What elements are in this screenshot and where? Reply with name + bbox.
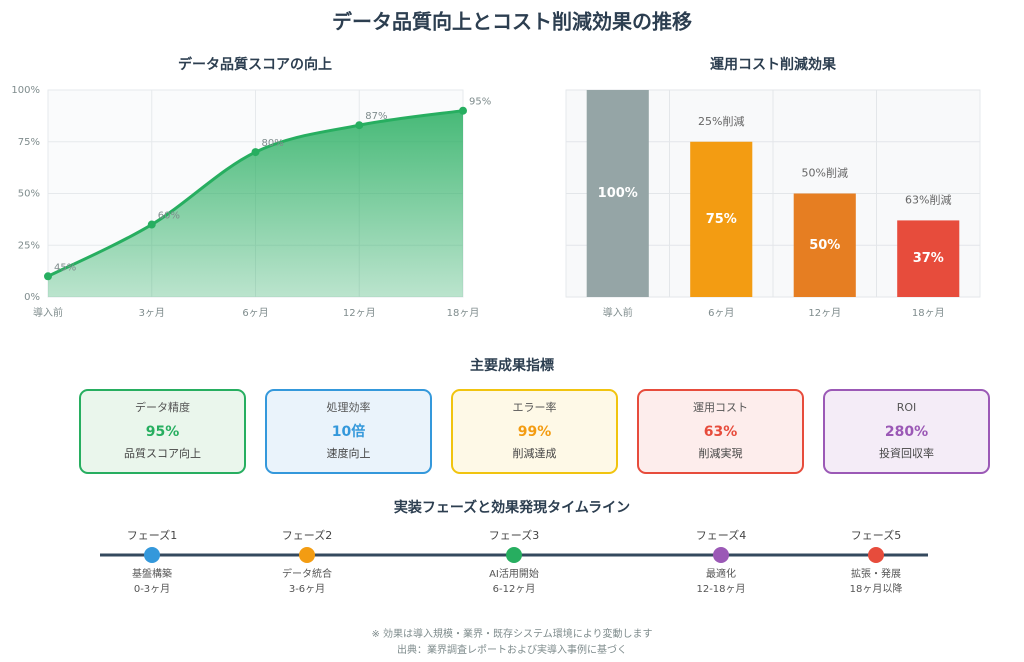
kpi-note: 品質スコア向上 xyxy=(124,446,201,460)
x-tick-label: 18ヶ月 xyxy=(447,307,480,319)
chart-title: データ品質スコアの向上 xyxy=(178,56,332,73)
bar xyxy=(586,90,649,297)
phase-marker xyxy=(868,547,884,563)
kpi-label: 処理効率 xyxy=(327,400,371,414)
bar-annotation: 25%削減 xyxy=(698,114,744,128)
point-annotation: 60% xyxy=(158,211,180,222)
chart-title: 運用コスト削減効果 xyxy=(710,56,837,73)
page-title: データ品質向上とコスト削減効果の推移 xyxy=(332,10,692,34)
bar-value-label: 50% xyxy=(809,238,840,253)
bar xyxy=(793,193,856,297)
x-tick-label: 18ヶ月 xyxy=(912,307,945,319)
phase-label: 基盤構築 xyxy=(132,567,172,580)
footer-note: 出典：業界調査レポートおよび実導入事例に基づく xyxy=(397,643,627,656)
kpi-card xyxy=(265,389,432,474)
phase-marker xyxy=(506,547,522,563)
bar-value-label: 100% xyxy=(598,186,638,201)
phase-name: フェーズ2 xyxy=(282,528,332,542)
y-tick-label: 75% xyxy=(18,137,40,148)
point xyxy=(44,272,52,281)
x-tick-label: 導入前 xyxy=(33,306,63,319)
point-annotation: 87% xyxy=(365,111,387,122)
x-tick-label: 3ヶ月 xyxy=(139,307,165,319)
phase-label: 最適化 xyxy=(706,567,736,580)
kpi-label: ROI xyxy=(897,401,917,414)
y-tick-label: 0% xyxy=(24,292,40,303)
point xyxy=(251,148,260,157)
phase-label: データ統合 xyxy=(282,567,332,580)
point xyxy=(459,106,467,115)
bar-annotation: 50%削減 xyxy=(802,166,848,180)
kpi-note: 投資回収率 xyxy=(879,446,934,460)
phase-period: 0-3ヶ月 xyxy=(134,583,170,595)
x-tick-label: 6ヶ月 xyxy=(708,307,734,319)
x-tick-label: 導入前 xyxy=(603,306,633,319)
bar-value-label: 37% xyxy=(913,251,944,266)
section-title: 主要成果指標 xyxy=(470,357,554,374)
phase-label: AI活用開始 xyxy=(489,567,539,580)
phase-period: 18ヶ月以降 xyxy=(850,582,903,595)
phase-period: 12-18ヶ月 xyxy=(696,583,745,595)
x-tick-label: 12ヶ月 xyxy=(808,307,841,319)
kpi-value: 280% xyxy=(885,424,928,440)
x-tick-label: 12ヶ月 xyxy=(343,307,376,319)
kpi-label: 運用コスト xyxy=(693,401,748,414)
y-tick-label: 100% xyxy=(11,85,40,96)
point xyxy=(355,121,364,130)
phase-marker xyxy=(713,547,729,563)
phase-name: フェーズ3 xyxy=(489,528,539,542)
bar-value-label: 75% xyxy=(706,212,737,227)
phase-period: 3-6ヶ月 xyxy=(289,583,325,595)
kpi-card xyxy=(823,389,990,474)
x-tick-label: 6ヶ月 xyxy=(242,307,268,319)
kpi-value: 99% xyxy=(518,424,552,440)
phase-marker xyxy=(144,547,160,563)
point-annotation: 45% xyxy=(54,262,76,273)
kpi-card xyxy=(79,389,246,474)
footer-note: ※ 効果は導入規模・業界・既存システム環境により変動します xyxy=(371,627,652,640)
y-tick-label: 50% xyxy=(18,189,40,200)
point-annotation: 95% xyxy=(469,97,491,108)
kpi-value: 63% xyxy=(704,424,738,440)
phase-name: フェーズ5 xyxy=(851,528,901,542)
kpi-note: 速度向上 xyxy=(327,446,371,460)
kpi-label: エラー率 xyxy=(513,400,557,414)
kpi-note: 削減実現 xyxy=(699,446,743,460)
bar xyxy=(690,141,753,297)
kpi-card xyxy=(637,389,804,474)
area xyxy=(48,110,463,297)
point-annotation: 80% xyxy=(262,138,284,149)
section-title: 実装フェーズと効果発現タイムライン xyxy=(394,499,630,516)
kpi-label: データ精度 xyxy=(135,400,190,414)
bar-annotation: 63%削減 xyxy=(905,192,951,206)
point xyxy=(147,220,156,229)
kpi-value: 95% xyxy=(146,424,180,440)
phase-label: 拡張・発展 xyxy=(851,567,901,580)
kpi-value: 10倍 xyxy=(332,423,365,440)
y-tick-label: 25% xyxy=(18,240,40,251)
phase-name: フェーズ4 xyxy=(696,528,746,542)
bar xyxy=(897,220,960,297)
phase-name: フェーズ1 xyxy=(127,528,177,542)
phase-period: 6-12ヶ月 xyxy=(493,583,536,595)
phase-marker xyxy=(299,547,315,563)
kpi-note: 削減達成 xyxy=(513,446,557,460)
kpi-card xyxy=(451,389,618,474)
